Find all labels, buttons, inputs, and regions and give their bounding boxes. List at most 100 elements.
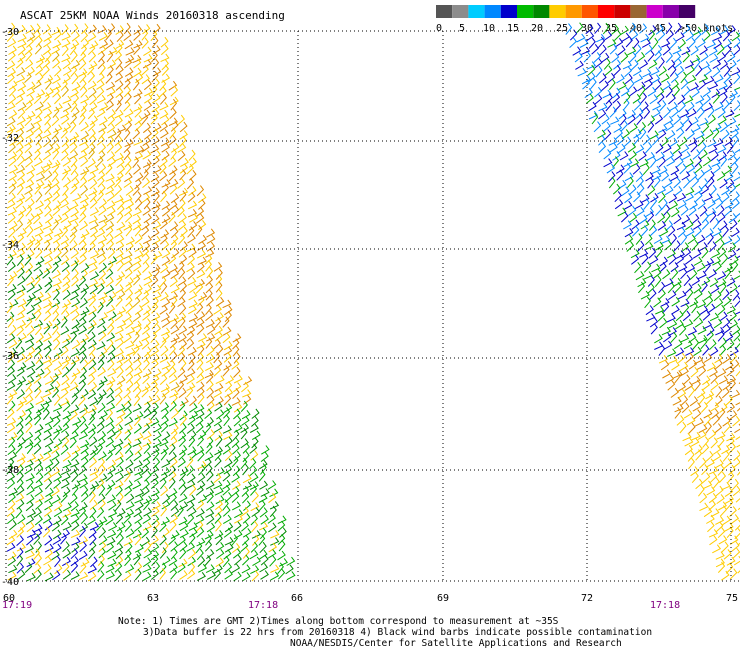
wind-barb [649, 94, 658, 105]
wind-barb [603, 58, 611, 70]
wind-barb [657, 30, 666, 41]
wind-barb [16, 24, 26, 34]
wind-barb [54, 564, 63, 575]
wind-barb [215, 435, 223, 447]
wind-barb [675, 319, 684, 330]
wind-barb [99, 535, 108, 546]
wind-barb [187, 446, 197, 456]
wind-barb [106, 387, 115, 399]
wind-barb [43, 234, 53, 244]
wind-barb [710, 402, 720, 412]
wind-barb [114, 386, 123, 398]
wind-barb [224, 388, 234, 398]
wind-barb [676, 65, 685, 77]
wind-barb [115, 234, 125, 245]
wind-barb [33, 319, 44, 329]
wind-barb [114, 152, 124, 162]
wind-barb [234, 554, 242, 566]
wind-barb [16, 471, 24, 483]
wind-barb [648, 25, 657, 36]
wind-barb [195, 282, 204, 294]
wind-barb [88, 278, 99, 288]
wind-barb [587, 64, 596, 76]
wind-barb [34, 228, 44, 237]
wind-barb [662, 45, 671, 56]
wind-barb [62, 165, 72, 175]
wind-barb [34, 43, 43, 55]
wind-barb [33, 533, 41, 545]
wind-barb [150, 359, 159, 370]
wind-barb [170, 500, 179, 511]
wind-barb [80, 283, 90, 293]
wind-barb [79, 541, 87, 552]
wind-barb [680, 78, 689, 90]
wind-barb [258, 470, 266, 482]
wind-barb [60, 109, 70, 119]
wind-barb [709, 346, 719, 357]
wind-barb [696, 101, 704, 113]
wind-barb [33, 548, 41, 560]
wind-barb [34, 323, 42, 336]
wind-barb [7, 351, 15, 363]
wind-barb [690, 141, 698, 153]
wind-barb [114, 543, 124, 553]
wind-barb [142, 451, 152, 462]
wind-barb [152, 449, 160, 461]
wind-barb [241, 410, 251, 420]
wind-barb [178, 478, 186, 490]
legend-swatch [646, 5, 663, 18]
wind-barb [89, 436, 98, 447]
wind-barb [699, 502, 709, 512]
wind-barb [17, 52, 26, 63]
wind-barb [178, 198, 186, 210]
wind-barb [723, 236, 733, 245]
wind-barb [658, 344, 666, 356]
wind-barb [123, 221, 133, 231]
wind-barb [645, 207, 655, 218]
wind-barb [53, 515, 62, 526]
wind-barb [675, 254, 685, 265]
wind-barb [80, 333, 90, 344]
wind-barb [123, 194, 133, 204]
wind-barb [715, 327, 725, 336]
wind-barb [98, 541, 107, 552]
wind-barb [198, 464, 206, 476]
wind-barb [79, 506, 87, 518]
wind-barb [723, 421, 731, 434]
wind-barb [628, 22, 637, 34]
wind-barb [170, 351, 178, 363]
wind-barb [35, 179, 45, 190]
wind-barb [106, 87, 116, 97]
wind-barb [80, 263, 90, 273]
wind-barb [16, 248, 26, 259]
wind-barb [213, 262, 223, 272]
wind-barb [223, 527, 232, 538]
wind-barb [725, 395, 733, 406]
wind-barb [16, 285, 26, 294]
wind-barb [205, 289, 213, 301]
wind-barb [52, 303, 60, 315]
wind-barb [708, 269, 717, 279]
wind-barb [134, 233, 143, 245]
wind-barb [620, 25, 629, 36]
wind-barb [70, 131, 80, 141]
wind-barb [727, 150, 736, 161]
wind-barb [69, 359, 77, 372]
wind-barb [60, 192, 69, 204]
wind-barb [674, 407, 682, 419]
wind-barb [87, 32, 97, 42]
legend-swatch [549, 5, 566, 18]
wind-barb [6, 535, 16, 546]
wind-barb [116, 403, 126, 413]
wind-barb [674, 22, 682, 34]
wind-barb [44, 416, 54, 426]
wind-barb [44, 228, 54, 237]
wind-barb [15, 506, 23, 519]
wind-barb [617, 179, 627, 190]
wind-barb [630, 30, 639, 41]
wind-barb [152, 284, 162, 294]
wind-barb [62, 334, 72, 344]
wind-barb [732, 415, 740, 427]
wind-barb [731, 31, 740, 42]
wind-barb [142, 359, 150, 371]
